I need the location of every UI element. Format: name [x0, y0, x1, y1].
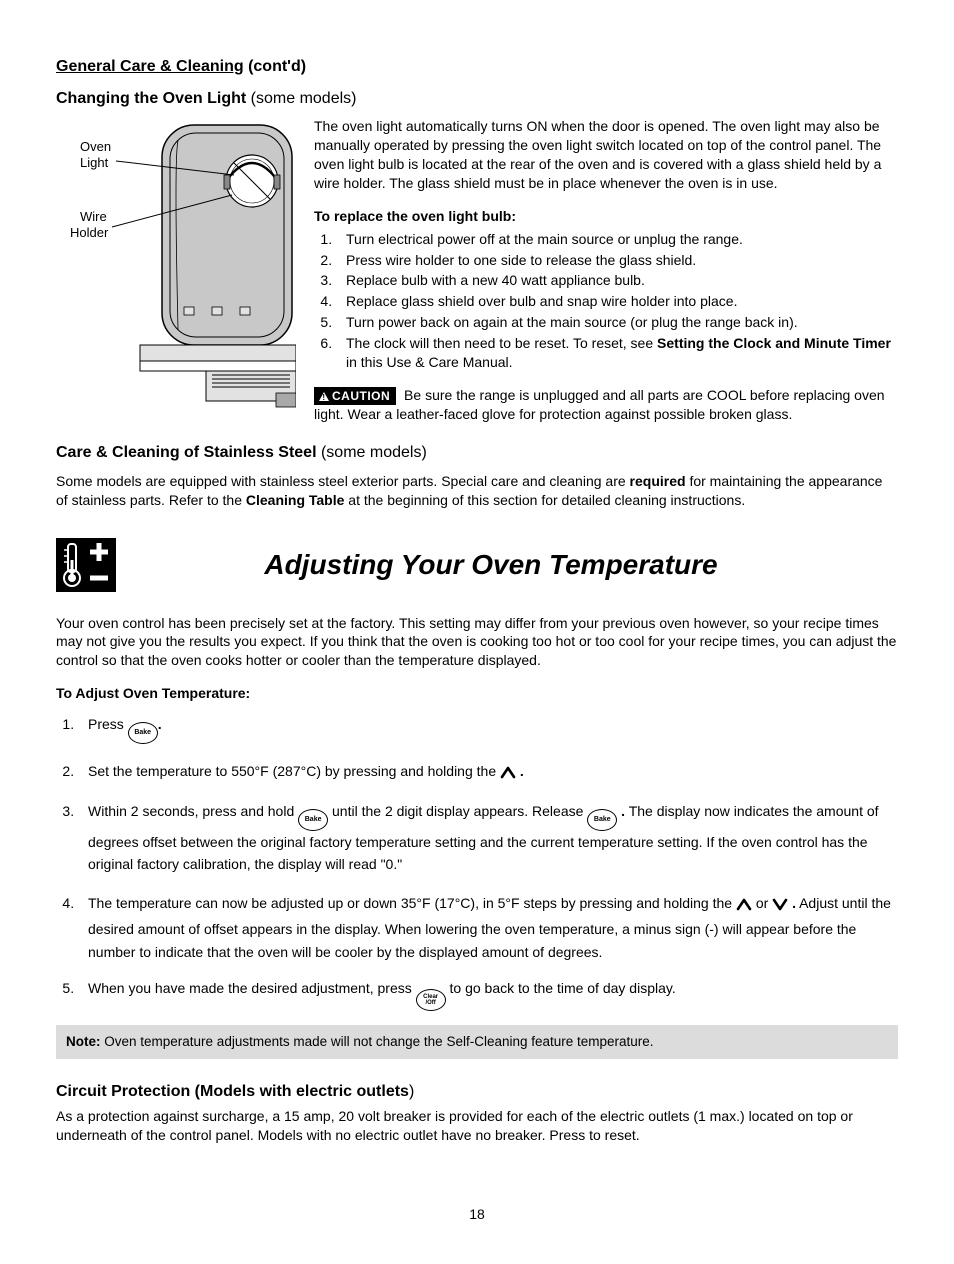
circuit-text: As a protection against surcharge, a 15 … — [56, 1107, 898, 1145]
replace-step: Press wire holder to one side to release… — [336, 251, 898, 270]
replace-step: Replace glass shield over bulb and snap … — [336, 292, 898, 311]
stainless-heading-bold: Care & Cleaning of Stainless Steel — [56, 444, 317, 461]
bake-button-icon: Bake — [298, 809, 328, 831]
step4-or: or — [756, 895, 772, 911]
bake-label: Bake — [594, 816, 611, 823]
step1-pre: Press — [88, 716, 128, 732]
stainless-table: Cleaning Table — [246, 492, 345, 508]
heading-suffix: (cont'd) — [244, 58, 306, 75]
replace-step: Replace bulb with a new 40 watt applianc… — [336, 271, 898, 290]
step6-pre: The clock will then need to be reset. To… — [346, 335, 657, 351]
adjust-step: The temperature can now be adjusted up o… — [78, 890, 898, 964]
note-bar: Note: Oven temperature adjustments made … — [56, 1025, 898, 1059]
oven-light-text: The oven light automatically turns ON wh… — [314, 117, 898, 424]
step1-post: . — [158, 716, 162, 732]
stainless-section: Care & Cleaning of Stainless Steel (some… — [56, 442, 898, 509]
step6-post: in this Use & Care Manual. — [346, 354, 513, 370]
stainless-text: Some models are equipped with stainless … — [56, 472, 898, 510]
caution-paragraph: ! CAUTION Be sure the range is unplugged … — [314, 386, 898, 424]
oven-light-heading-plain: (some models) — [246, 90, 356, 107]
adjust-intro: Your oven control has been precisely set… — [56, 614, 898, 671]
diagram-label-oven: Oven — [80, 139, 111, 154]
stainless-post: at the beginning of this section for det… — [344, 492, 745, 508]
replace-bulb-heading: To replace the oven light bulb: — [314, 207, 898, 226]
circuit-heading-paren: ) — [409, 1083, 414, 1100]
adjust-header: Adjusting Your Oven Temperature — [56, 538, 898, 592]
heading-underline: General Care & Cleaning — [56, 58, 244, 75]
page-section-heading: General Care & Cleaning (cont'd) — [56, 56, 898, 78]
caution-text: Be sure the range is unplugged and all p… — [314, 387, 885, 422]
adjust-step: When you have made the desired adjustmen… — [78, 977, 898, 1011]
step6-bold: Setting the Clock and Minute Timer — [657, 335, 891, 351]
diagram-label-holder: Holder — [70, 225, 109, 240]
step2-post: . — [516, 763, 524, 779]
oven-light-heading: Changing the Oven Light (some models) — [56, 88, 898, 110]
step4-pre: The temperature can now be adjusted up o… — [88, 895, 736, 911]
oven-light-heading-bold: Changing the Oven Light — [56, 90, 246, 107]
diagram-label-wire: Wire — [80, 209, 107, 224]
step3-pre: Within 2 seconds, press and hold — [88, 803, 298, 819]
adjust-step: Set the temperature to 550°F (287°C) by … — [78, 758, 898, 787]
oven-light-row: Oven Light Wire Holder The oven light au… — [56, 117, 898, 424]
replace-step: The clock will then need to be reset. To… — [336, 334, 898, 372]
circuit-heading: Circuit Protection (Models with electric… — [56, 1081, 898, 1103]
off-label: /Off — [425, 1000, 435, 1006]
step3-mid: until the 2 digit display appears. Relea… — [328, 803, 587, 819]
down-arrow-icon — [772, 890, 788, 919]
bake-label: Bake — [134, 729, 151, 736]
clear-off-button-icon: Clear/Off — [416, 989, 446, 1011]
oven-light-intro: The oven light automatically turns ON wh… — [314, 117, 898, 193]
replace-step: Turn power back on again at the main sou… — [336, 313, 898, 332]
replace-step: Turn electrical power off at the main so… — [336, 230, 898, 249]
step5-post: to go back to the time of day display. — [450, 980, 676, 996]
step5-pre: When you have made the desired adjustmen… — [88, 980, 416, 996]
adjust-steps-heading: To Adjust Oven Temperature: — [56, 684, 898, 703]
adjust-step: Within 2 seconds, press and hold Bake un… — [78, 800, 898, 875]
stainless-required: required — [630, 473, 686, 489]
circuit-heading-text: Circuit Protection (Models with electric… — [56, 1083, 409, 1100]
caution-badge: ! CAUTION — [314, 387, 396, 405]
diagram-label-light: Light — [80, 155, 109, 170]
adjust-title: Adjusting Your Oven Temperature — [144, 546, 838, 584]
adjust-steps-list: Press Bake. Set the temperature to 550°F… — [56, 713, 898, 1011]
oven-light-diagram: Oven Light Wire Holder — [56, 117, 296, 424]
stainless-pre: Some models are equipped with stainless … — [56, 473, 630, 489]
note-label: Note: — [66, 1034, 101, 1049]
adjust-step: Press Bake. — [78, 713, 898, 744]
svg-text:!: ! — [322, 393, 325, 402]
caution-label: CAUTION — [332, 389, 390, 403]
up-arrow-icon — [736, 890, 752, 919]
note-text: Oven temperature adjustments made will n… — [101, 1034, 654, 1049]
up-arrow-icon — [500, 758, 516, 787]
bake-button-icon: Bake — [587, 809, 617, 831]
bake-button-icon: Bake — [128, 722, 158, 744]
warning-icon: ! — [318, 391, 330, 402]
stainless-heading: Care & Cleaning of Stainless Steel (some… — [56, 442, 898, 464]
step2-pre: Set the temperature to 550°F (287°C) by … — [88, 763, 500, 779]
bake-label: Bake — [305, 816, 322, 823]
stainless-heading-plain: (some models) — [317, 444, 427, 461]
thermometer-adjust-icon — [56, 538, 116, 592]
page-number: 18 — [56, 1205, 898, 1224]
replace-bulb-steps: Turn electrical power off at the main so… — [314, 230, 898, 372]
